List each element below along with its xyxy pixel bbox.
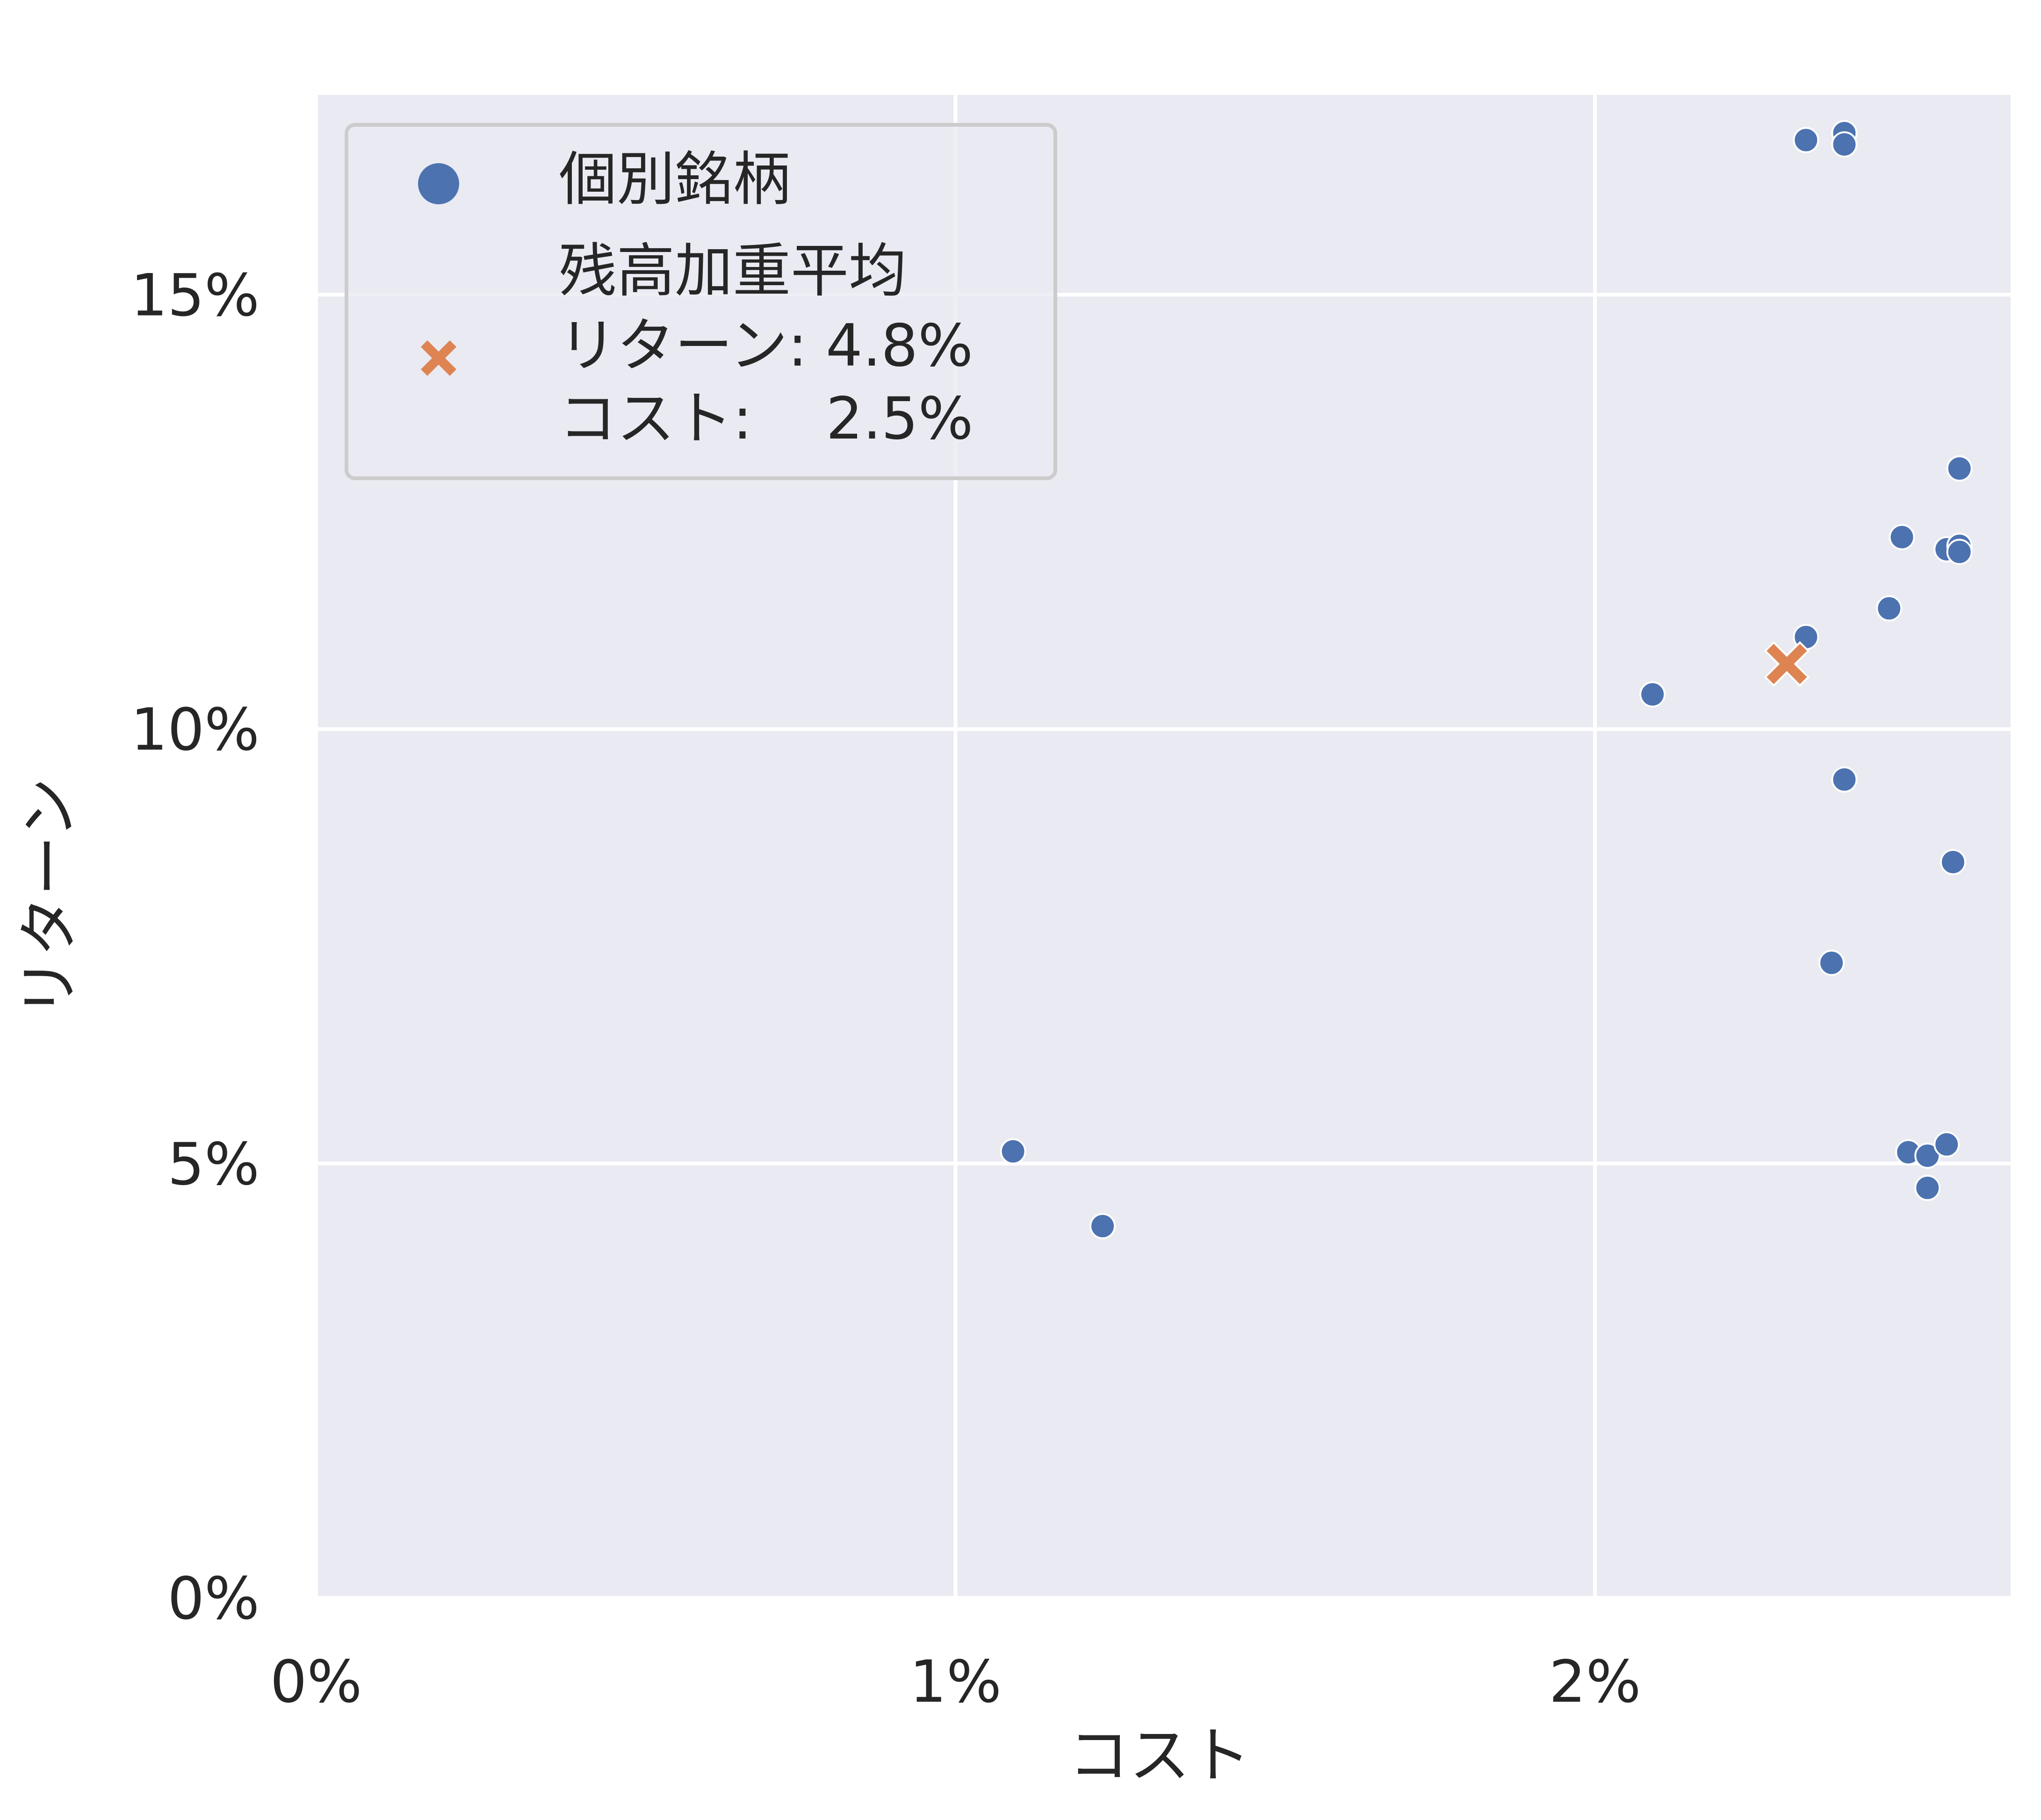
data-point-individual — [1831, 766, 1858, 793]
data-point-individual — [1831, 131, 1858, 158]
y-tick-label: 0% — [167, 1565, 260, 1633]
data-point-individual — [1818, 950, 1845, 976]
legend-label-weighted-cost: コスト: 2.5% — [559, 385, 973, 453]
scatter-points — [1000, 120, 1973, 1239]
data-point-individual — [1876, 595, 1903, 622]
data-point-individual — [1946, 455, 1973, 482]
data-point-individual — [1793, 127, 1819, 153]
legend-marker-weighted — [421, 340, 456, 376]
x-axis-label: コスト — [1068, 1720, 1251, 1791]
data-point-individual — [1940, 849, 1966, 875]
x-tick-label: 1% — [909, 1648, 1002, 1716]
legend-label-individual: 個別銘柄 — [559, 146, 791, 213]
data-point-individual — [1914, 1143, 1941, 1169]
legend-label-weighted-title: 残高加重平均 — [559, 237, 907, 305]
legend-frame — [345, 123, 1057, 480]
legend-label-weighted-return: リターン: 4.8% — [559, 312, 973, 380]
legend-marker-individual — [418, 163, 459, 204]
y-tick-label: 5% — [167, 1131, 260, 1198]
data-point-individual — [1889, 524, 1915, 550]
data-point-individual — [1946, 539, 1973, 565]
data-point-individual — [1639, 681, 1666, 708]
x-tick-label: 0% — [270, 1648, 362, 1716]
legend: 個別銘柄 残高加重平均 リターン: 4.8% コスト: 2.5% — [345, 123, 1057, 480]
data-point-individual — [1000, 1138, 1026, 1165]
y-tick-label: 10% — [130, 697, 260, 764]
y-axis-label: リターン — [14, 777, 85, 1018]
x-tick-label: 2% — [1549, 1648, 1641, 1716]
y-tick-labels: 0% 5% 10% 15% — [130, 262, 260, 1633]
data-point-individual — [1089, 1213, 1116, 1239]
data-point-individual — [1914, 1174, 1941, 1201]
x-tick-labels: 0% 1% 2% — [270, 1648, 1641, 1716]
data-point-individual — [1933, 1131, 1960, 1158]
y-tick-label: 15% — [130, 262, 260, 329]
data-point-weighted-average — [1764, 641, 1810, 687]
